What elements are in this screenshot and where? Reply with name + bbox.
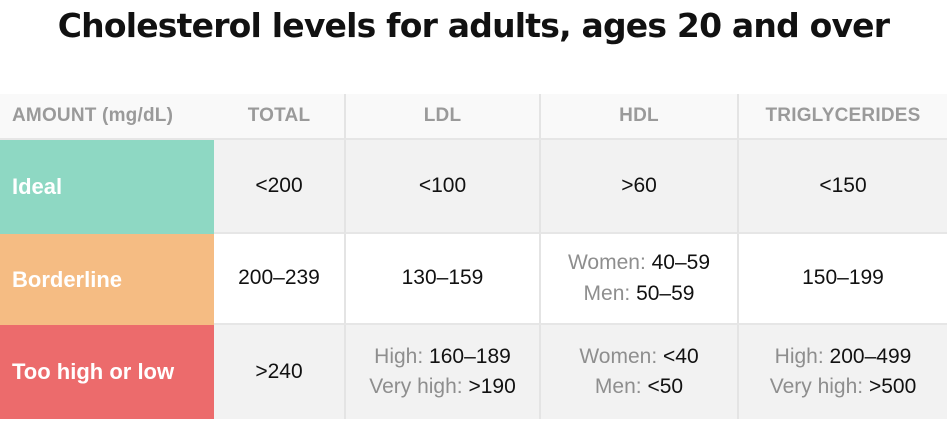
cell-ideal-total: <200 [214, 140, 344, 234]
hdl-low-men-value: <50 [647, 375, 684, 398]
cell-ideal-triglycerides: <150 [737, 140, 947, 234]
hdl-low-men-line: Men: <50 [595, 372, 683, 402]
ldl-high-value: 160–189 [429, 344, 511, 368]
trig-very-high-value: >500 [868, 375, 917, 398]
hdl-low-women-value: <40 [663, 344, 699, 368]
trig-high-value: 200–499 [829, 344, 912, 368]
cell-borderline-hdl: Women: 40–59 Men: 50–59 [539, 234, 737, 325]
trig-very-high-line: Very high: >500 [770, 372, 917, 402]
cell-ideal-hdl: >60 [539, 140, 737, 234]
ldl-very-high-label: Very high: [369, 375, 463, 398]
hdl-men-value: 50–59 [636, 281, 695, 305]
cell-high-triglycerides: High: 200–499 Very high: >500 [737, 325, 947, 419]
row-label-too-high-or-low: Too high or low [0, 325, 214, 419]
hdl-low-women-line: Women: <40 [579, 342, 698, 372]
ldl-very-high-line: Very high: >190 [369, 372, 516, 402]
header-hdl: HDL [539, 94, 737, 140]
cholesterol-table: AMOUNT (mg/dL) TOTAL LDL HDL TRIGLYCERID… [0, 94, 947, 419]
ldl-high-label: High: [374, 344, 424, 368]
trig-high-line: High: 200–499 [775, 342, 912, 372]
cell-high-total: >240 [214, 325, 344, 419]
header-total: TOTAL [214, 94, 344, 140]
cell-borderline-triglycerides: 150–199 [737, 234, 947, 325]
hdl-low-men-label: Men: [594, 375, 642, 398]
trig-high-label: High: [774, 344, 824, 368]
header-triglycerides: TRIGLYCERIDES [737, 94, 947, 140]
hdl-men-line: Men: 50–59 [584, 279, 695, 309]
page-title: Cholesterol levels for adults, ages 20 a… [57, 6, 890, 45]
row-label-ideal: Ideal [0, 140, 214, 234]
header-amount: AMOUNT (mg/dL) [0, 94, 214, 140]
hdl-women-line: Women: 40–59 [568, 248, 710, 278]
hdl-women-label: Women: [567, 251, 646, 275]
cell-high-ldl: High: 160–189 Very high: >190 [344, 325, 539, 419]
row-label-borderline: Borderline [0, 234, 214, 325]
cell-borderline-total: 200–239 [214, 234, 344, 325]
cell-ideal-ldl: <100 [344, 140, 539, 234]
hdl-men-label: Men: [583, 281, 631, 305]
hdl-women-value: 40–59 [651, 251, 711, 275]
cell-high-hdl: Women: <40 Men: <50 [539, 325, 737, 419]
hdl-low-women-label: Women: [579, 344, 658, 368]
ldl-high-line: High: 160–189 [374, 342, 511, 372]
cell-borderline-ldl: 130–159 [344, 234, 539, 325]
header-ldl: LDL [344, 94, 539, 140]
trig-very-high-label: Very high: [769, 375, 864, 398]
ldl-very-high-value: >190 [468, 375, 516, 398]
